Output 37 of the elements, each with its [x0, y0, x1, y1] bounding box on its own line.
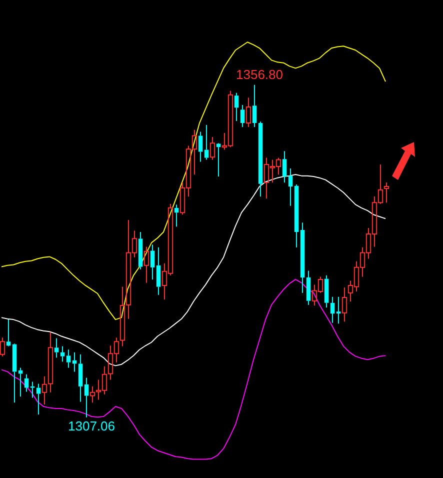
candlestick: [324, 274, 329, 308]
candlestick: [144, 246, 150, 284]
candlestick: [246, 97, 252, 128]
candlestick: [330, 296, 335, 324]
candlestick: [336, 296, 341, 324]
candlestick: [24, 374, 29, 392]
candlestick: [384, 182, 390, 204]
candlestick: [60, 346, 65, 362]
candlestick: [42, 376, 48, 405]
candlestick: [78, 354, 83, 402]
candlestick: [6, 319, 11, 346]
candlestick: [300, 222, 305, 294]
candlestick: [54, 338, 59, 358]
candlestick: [36, 383, 41, 415]
candlestick: [252, 84, 257, 128]
candlestick: [174, 204, 179, 228]
candlestick: [294, 184, 299, 248]
candlestick: [198, 131, 203, 162]
candlestick: [150, 244, 155, 280]
candlestick: [240, 104, 245, 128]
annotation: 1356.80: [236, 66, 283, 82]
candlestick: [306, 270, 311, 306]
candlestick: [66, 349, 71, 368]
candlestick: [342, 286, 348, 322]
candlestick: [282, 150, 287, 184]
candlestick: [138, 231, 143, 270]
candlestick: [234, 92, 239, 122]
candlestick: [258, 121, 263, 198]
candlestick: [204, 124, 209, 160]
candlestick: [216, 144, 221, 177]
candlestick: [48, 332, 54, 393]
candlestick: [84, 377, 89, 418]
candlestick: [210, 136, 216, 160]
candlestick: [288, 168, 293, 206]
candlestick: [12, 344, 17, 403]
candlestick: [156, 246, 161, 296]
annotation: 1307.06: [68, 418, 115, 434]
